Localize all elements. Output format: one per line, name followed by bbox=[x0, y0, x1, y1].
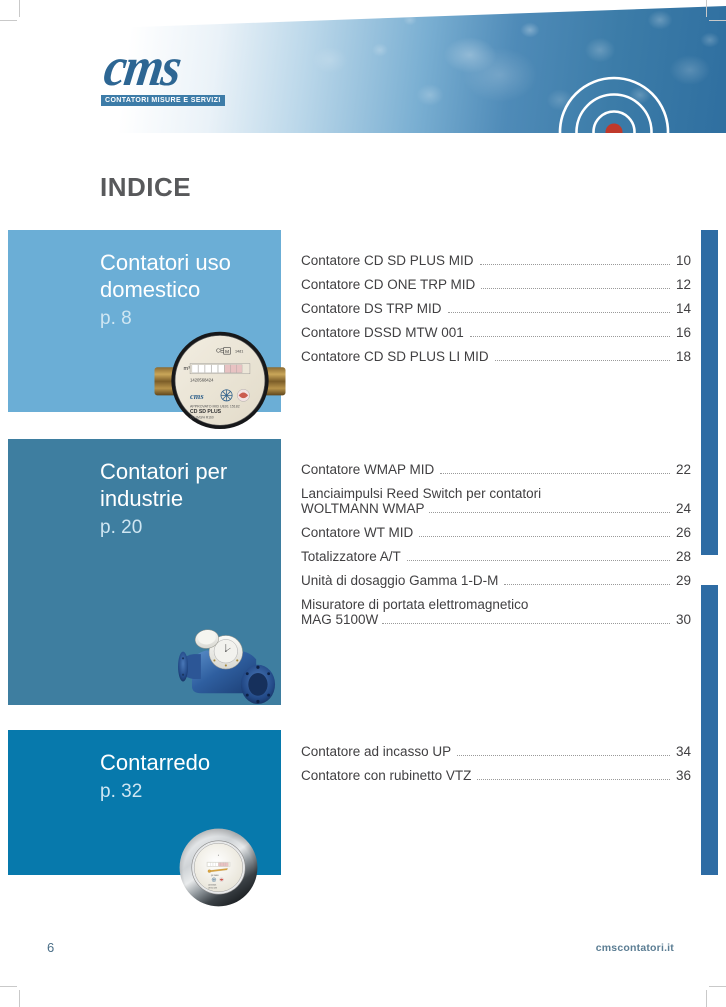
svg-text:M: M bbox=[225, 349, 229, 354]
svg-text:CE: CE bbox=[216, 348, 224, 354]
svg-text:m³: m³ bbox=[184, 366, 191, 372]
svg-text:CD SD PLUS: CD SD PLUS bbox=[190, 409, 222, 415]
svg-text:Q3 1M3/H R160: Q3 1M3/H R160 bbox=[190, 416, 214, 420]
svg-text:1420568424: 1420568424 bbox=[190, 377, 214, 382]
svg-text:Q3 1M3/H: Q3 1M3/H bbox=[211, 875, 219, 877]
svg-text:14d1: 14d1 bbox=[235, 349, 243, 353]
svg-text:cms: cms bbox=[190, 391, 204, 401]
svg-text:APPROVATO MID UE01 15182: APPROVATO MID UE01 15182 bbox=[190, 405, 240, 409]
